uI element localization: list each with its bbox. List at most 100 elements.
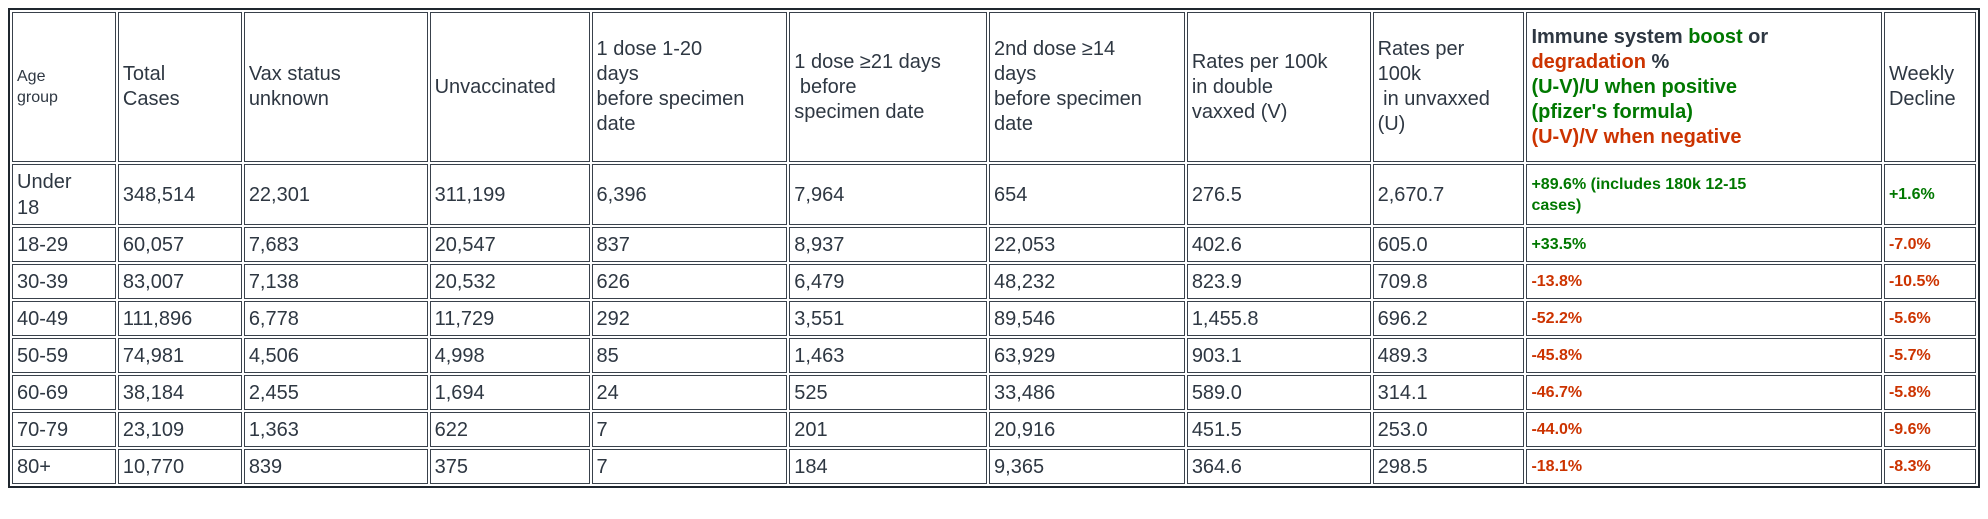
cell-total: 10,770 <box>117 449 242 484</box>
cell-rate-u: 253.0 <box>1372 412 1525 447</box>
immune-header-degradation: degradation <box>1531 50 1646 73</box>
immune-header-positive-formula: (U-V)/U when positive (pfizer's formula) <box>1531 75 1738 123</box>
cell-age: 30-39 <box>12 264 116 299</box>
cell-dose1-early: 837 <box>591 227 788 262</box>
cell-dose1-late: 6,479 <box>789 264 988 299</box>
cell-dose1-early: 6,396 <box>591 164 788 225</box>
cell-weekly-decline: -5.6% <box>1883 301 1976 336</box>
col-header-unvaccinated: Unvaccinated <box>429 12 590 162</box>
immune-header-negative-formula: (U-V)/V when negative <box>1531 125 1742 148</box>
cell-unvax: 20,547 <box>429 227 590 262</box>
col-header-rates-double-vaxxed: Rates per 100k in double vaxxed (V) <box>1186 12 1371 162</box>
cell-dose1-early: 626 <box>591 264 788 299</box>
cell-dose2: 9,365 <box>989 449 1185 484</box>
cell-dose2: 48,232 <box>989 264 1185 299</box>
col-header-vax-status-unknown: Vax status unknown <box>243 12 428 162</box>
cell-total: 83,007 <box>117 264 242 299</box>
col-header-1-dose-21-days: 1 dose ≥21 days before specimen date <box>789 12 988 162</box>
cell-rate-v: 1,455.8 <box>1186 301 1371 336</box>
cell-rate-u: 489.3 <box>1372 338 1525 373</box>
cell-weekly-decline: -5.8% <box>1883 375 1976 410</box>
cell-age: Under 18 <box>12 164 116 225</box>
col-header-weekly-decline: Weekly Decline <box>1883 12 1976 162</box>
cell-immune-change: -13.8% <box>1526 264 1882 299</box>
cell-dose2: 33,486 <box>989 375 1185 410</box>
cell-rate-u: 2,670.7 <box>1372 164 1525 225</box>
cell-dose1-late: 8,937 <box>789 227 988 262</box>
table-row: 18-29 60,057 7,683 20,547 837 8,937 22,0… <box>12 227 1976 262</box>
table-row: 60-69 38,184 2,455 1,694 24 525 33,486 5… <box>12 375 1976 410</box>
immune-header-text: Immune system <box>1531 25 1689 48</box>
cell-rate-v: 402.6 <box>1186 227 1371 262</box>
cell-rate-u: 298.5 <box>1372 449 1525 484</box>
cell-dose2: 20,916 <box>989 412 1185 447</box>
table-row: 40-49 111,896 6,778 11,729 292 3,551 89,… <box>12 301 1976 336</box>
cell-total: 38,184 <box>117 375 242 410</box>
immune-header-or: or <box>1748 25 1769 48</box>
cell-unknown: 4,506 <box>243 338 428 373</box>
cell-age: 70-79 <box>12 412 116 447</box>
cell-total: 348,514 <box>117 164 242 225</box>
cell-dose1-early: 24 <box>591 375 788 410</box>
cell-unknown: 839 <box>243 449 428 484</box>
cell-rate-u: 605.0 <box>1372 227 1525 262</box>
table-row: Under 18 348,514 22,301 311,199 6,396 7,… <box>12 164 1976 225</box>
cell-immune-change: +89.6% (includes 180k 12-15 cases) <box>1526 164 1882 225</box>
cell-immune-change: -45.8% <box>1526 338 1882 373</box>
cell-unknown: 22,301 <box>243 164 428 225</box>
cell-rate-v: 903.1 <box>1186 338 1371 373</box>
cell-total: 111,896 <box>117 301 242 336</box>
cell-dose1-late: 201 <box>789 412 988 447</box>
cell-rate-v: 451.5 <box>1186 412 1371 447</box>
cell-dose1-late: 7,964 <box>789 164 988 225</box>
cell-age: 50-59 <box>12 338 116 373</box>
cell-dose1-early: 7 <box>591 412 788 447</box>
cell-rate-v: 823.9 <box>1186 264 1371 299</box>
cell-immune-change: -18.1% <box>1526 449 1882 484</box>
header-row: Age group Total Cases Vax status unknown… <box>12 12 1976 162</box>
cell-immune-change: -46.7% <box>1526 375 1882 410</box>
cell-age: 18-29 <box>12 227 116 262</box>
cell-age: 40-49 <box>12 301 116 336</box>
cell-dose1-early: 292 <box>591 301 788 336</box>
cell-dose1-late: 525 <box>789 375 988 410</box>
col-header-immune-boost-degradation: Immune system boost or degradation % (U-… <box>1526 12 1882 162</box>
cell-weekly-decline: +1.6% <box>1883 164 1976 225</box>
cell-dose1-early: 85 <box>591 338 788 373</box>
table-row: 80+ 10,770 839 375 7 184 9,365 364.6 298… <box>12 449 1976 484</box>
cell-dose1-late: 184 <box>789 449 988 484</box>
cell-unvax: 375 <box>429 449 590 484</box>
cell-dose2: 22,053 <box>989 227 1185 262</box>
cell-unvax: 311,199 <box>429 164 590 225</box>
cell-weekly-decline: -7.0% <box>1883 227 1976 262</box>
immune-header-pct: % <box>1651 50 1670 73</box>
cell-unknown: 7,683 <box>243 227 428 262</box>
cell-weekly-decline: -8.3% <box>1883 449 1976 484</box>
cell-unvax: 1,694 <box>429 375 590 410</box>
col-header-age-group: Age group <box>12 12 116 162</box>
cell-unvax: 622 <box>429 412 590 447</box>
col-header-total-cases: Total Cases <box>117 12 242 162</box>
cell-total: 60,057 <box>117 227 242 262</box>
cell-rate-v: 276.5 <box>1186 164 1371 225</box>
table-row: 30-39 83,007 7,138 20,532 626 6,479 48,2… <box>12 264 1976 299</box>
cell-rate-v: 364.6 <box>1186 449 1371 484</box>
cell-total: 74,981 <box>117 338 242 373</box>
cell-rate-u: 314.1 <box>1372 375 1525 410</box>
cell-dose2: 654 <box>989 164 1185 225</box>
cell-dose1-early: 7 <box>591 449 788 484</box>
cell-rate-u: 696.2 <box>1372 301 1525 336</box>
cell-age: 60-69 <box>12 375 116 410</box>
cell-weekly-decline: -10.5% <box>1883 264 1976 299</box>
col-header-1-dose-1-20-days: 1 dose 1-20 days before specimen date <box>591 12 788 162</box>
cell-immune-change: -44.0% <box>1526 412 1882 447</box>
cell-dose2: 89,546 <box>989 301 1185 336</box>
cell-age: 80+ <box>12 449 116 484</box>
cell-unknown: 7,138 <box>243 264 428 299</box>
table-row: 70-79 23,109 1,363 622 7 201 20,916 451.… <box>12 412 1976 447</box>
col-header-rates-unvaxxed: Rates per 100k in unvaxxed (U) <box>1372 12 1525 162</box>
cell-rate-u: 709.8 <box>1372 264 1525 299</box>
cell-total: 23,109 <box>117 412 242 447</box>
cell-unvax: 11,729 <box>429 301 590 336</box>
cell-immune-change: -52.2% <box>1526 301 1882 336</box>
